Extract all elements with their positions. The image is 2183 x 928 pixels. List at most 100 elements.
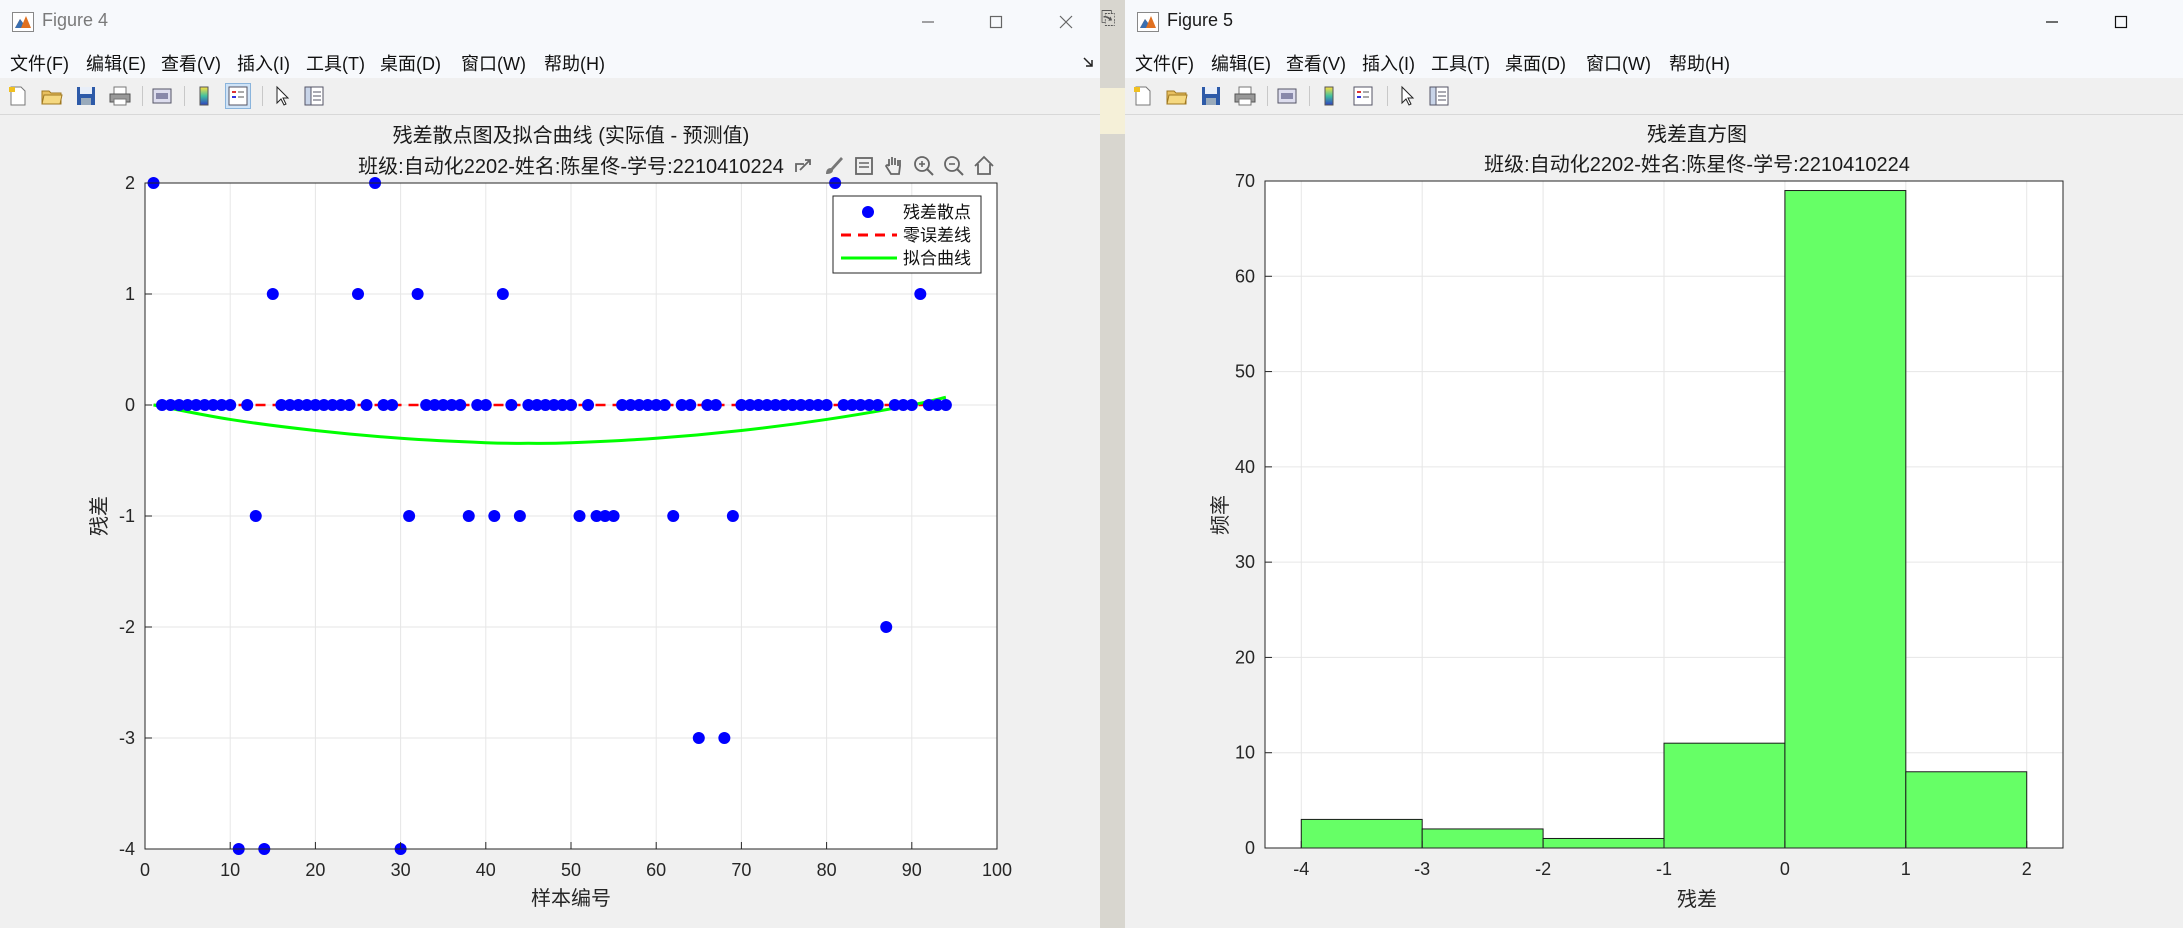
residual-point [939, 399, 952, 411]
link-plot-icon[interactable] [1275, 84, 1299, 108]
residual-point [914, 288, 927, 300]
colorbar-icon[interactable] [192, 84, 216, 108]
residual-point [352, 288, 364, 300]
residual-point [411, 288, 424, 300]
residual-point [505, 399, 518, 411]
toolbar-separator [1387, 86, 1388, 106]
new-figure-icon[interactable] [1131, 84, 1155, 108]
residual-point [931, 399, 944, 411]
close-button[interactable] [1044, 5, 1088, 39]
menu-tools[interactable]: 工具(T) [1431, 54, 1490, 74]
menu-window[interactable]: 窗口(W) [1586, 54, 1651, 74]
minimize-button[interactable] [906, 5, 950, 39]
figure-5-window: Figure 5 文件(F) 编辑(E) 查看(V) 插入(I) 工具(T) 桌… [1125, 0, 2183, 928]
residual-point [496, 288, 509, 300]
residual-point [283, 399, 296, 411]
maximize-button[interactable] [974, 5, 1018, 39]
chart-subtitle: 班级:自动化2202-姓名:陈星佟-学号:2210410224 [358, 155, 784, 178]
residual-point [701, 399, 714, 411]
menu-insert[interactable]: 插入(I) [1362, 54, 1415, 74]
zoom-in-icon[interactable] [910, 152, 938, 180]
dock-arrow-icon[interactable] [1082, 56, 1094, 68]
x-tick-label: 60 [646, 860, 666, 880]
menu-edit[interactable]: 编辑(E) [1211, 54, 1271, 74]
brush-icon[interactable] [820, 152, 848, 180]
residual-point [582, 399, 595, 411]
residual-point [156, 399, 169, 411]
residual-point [437, 399, 450, 411]
new-figure-icon[interactable] [6, 84, 30, 108]
residual-point [539, 399, 552, 411]
maximize-icon [989, 15, 1003, 29]
y-tick-label: 70 [1235, 171, 1255, 191]
menu-view[interactable]: 查看(V) [1286, 54, 1346, 74]
histogram-bar [1784, 190, 1907, 849]
y-tick-label: 50 [1235, 362, 1255, 382]
menu-help[interactable]: 帮助(H) [1669, 54, 1730, 74]
maximize-button[interactable] [2099, 5, 2143, 39]
residual-point [198, 399, 211, 411]
menu-desktop[interactable]: 桌面(D) [380, 54, 441, 74]
zoom-out-icon[interactable] [940, 152, 968, 180]
residual-point [343, 399, 356, 411]
residual-point [522, 399, 535, 411]
residual-point [846, 399, 859, 411]
menu-insert[interactable]: 插入(I) [237, 54, 290, 74]
figure-4-window: Figure 4 文件(F) 编辑(E) 查看(V) 插入(I) 工具(T) 桌… [0, 0, 1101, 928]
residual-point [718, 732, 731, 744]
residual-point [164, 399, 177, 411]
residual-point [573, 510, 586, 522]
save-icon[interactable] [74, 84, 98, 108]
save-icon[interactable] [1199, 84, 1223, 108]
pointer-icon[interactable] [1395, 84, 1419, 108]
residual-point [300, 399, 313, 411]
datatip-icon[interactable] [850, 152, 878, 180]
colorbar-icon[interactable] [1317, 84, 1341, 108]
x-tick-label: 100 [982, 860, 1012, 880]
property-inspector-icon[interactable] [302, 84, 326, 108]
title-bar[interactable]: Figure 4 [0, 0, 1100, 44]
residual-point [386, 399, 399, 411]
menu-window[interactable]: 窗口(W) [461, 54, 526, 74]
residual-point [684, 399, 697, 411]
residual-point [420, 399, 433, 411]
menu-file[interactable]: 文件(F) [10, 54, 69, 74]
title-bar[interactable]: Figure 5 [1125, 0, 2183, 44]
pointer-icon[interactable] [270, 84, 294, 108]
y-tick-label: 0 [1245, 838, 1255, 858]
legend-icon[interactable] [1351, 84, 1375, 108]
residual-point [837, 399, 850, 411]
menu-file[interactable]: 文件(F) [1135, 54, 1194, 74]
menu-help[interactable]: 帮助(H) [544, 54, 605, 74]
menu-edit[interactable]: 编辑(E) [86, 54, 146, 74]
x-tick-label: 30 [391, 860, 411, 880]
residual-point [820, 399, 833, 411]
pan-icon[interactable] [880, 152, 908, 180]
menu-tools[interactable]: 工具(T) [306, 54, 365, 74]
x-tick-label: -4 [1293, 859, 1309, 879]
export-icon[interactable] [790, 152, 818, 180]
home-icon[interactable] [970, 152, 998, 180]
residual-point [786, 399, 799, 411]
link-plot-icon[interactable] [150, 84, 174, 108]
residual-point [650, 399, 663, 411]
property-inspector-icon[interactable] [1427, 84, 1451, 108]
residual-point [377, 399, 390, 411]
residual-point [641, 399, 654, 411]
open-file-icon[interactable] [1165, 84, 1189, 108]
menu-desktop[interactable]: 桌面(D) [1505, 54, 1566, 74]
residual-point [897, 399, 910, 411]
residual-point [769, 399, 782, 411]
residual-point [752, 399, 765, 411]
minimize-button[interactable] [2030, 5, 2074, 39]
open-file-icon[interactable] [40, 84, 64, 108]
menu-view[interactable]: 查看(V) [161, 54, 221, 74]
print-icon[interactable] [108, 84, 132, 108]
legend-icon[interactable] [225, 83, 251, 109]
menu-bar: 文件(F) 编辑(E) 查看(V) 插入(I) 工具(T) 桌面(D) 窗口(W… [0, 44, 1100, 79]
residual-point [633, 399, 646, 411]
residual-point [795, 399, 808, 411]
legend[interactable]: 残差散点 零误差线 拟合曲线 [832, 195, 982, 274]
print-icon[interactable] [1233, 84, 1257, 108]
y-axis-label: 残差 [88, 496, 111, 536]
